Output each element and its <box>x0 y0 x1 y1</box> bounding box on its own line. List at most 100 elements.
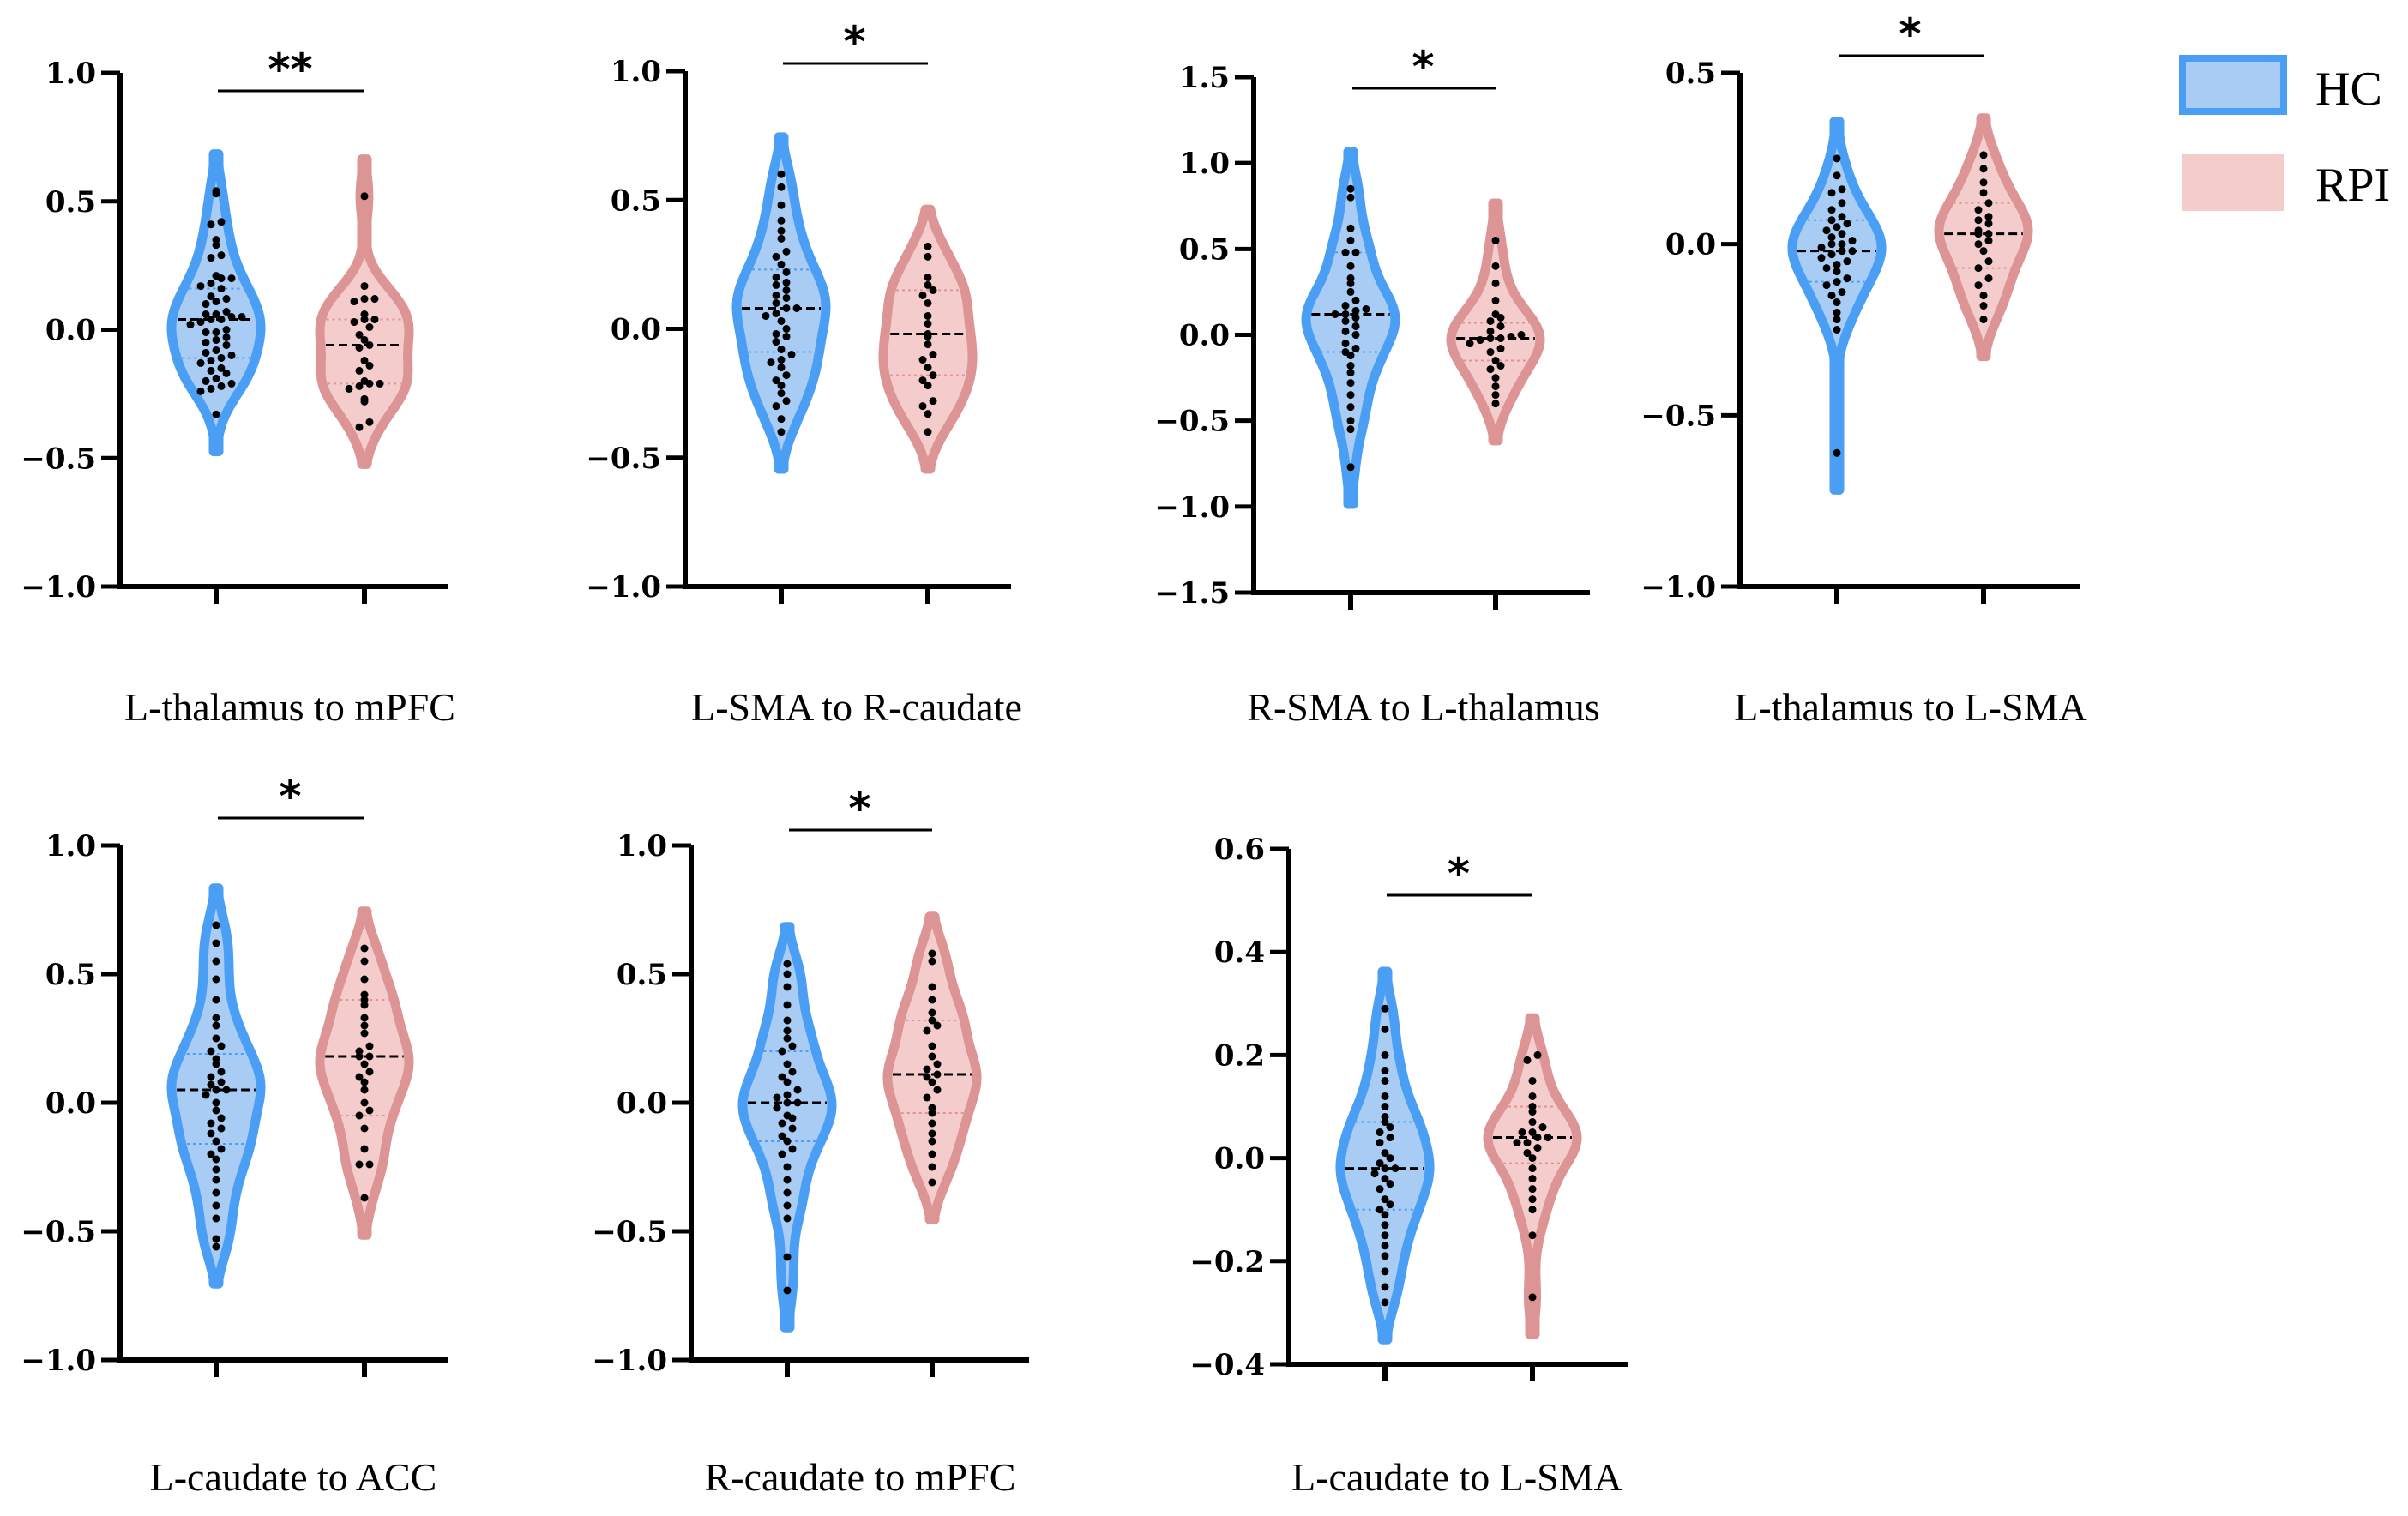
data-point <box>783 1214 792 1223</box>
data-point <box>928 1163 936 1171</box>
data-point <box>1346 224 1355 232</box>
y-tick-label: 0.0 <box>1214 1142 1265 1176</box>
data-point <box>762 311 770 320</box>
data-point <box>355 423 364 431</box>
data-point <box>783 1098 792 1107</box>
significance-label: * <box>279 772 301 821</box>
data-point <box>207 1080 215 1089</box>
data-point <box>1848 247 1857 256</box>
y-tick-label: 0.5 <box>1665 57 1716 91</box>
panel-6: −1.0 −0.5 0.0 0.5 1.0 * R-caudate to mPFC <box>592 784 1029 1499</box>
data-point <box>1528 1175 1537 1183</box>
data-point <box>370 295 379 304</box>
violin-body-hc <box>731 132 831 474</box>
data-point <box>924 319 932 328</box>
data-point <box>929 286 937 294</box>
data-point <box>1381 1211 1389 1219</box>
data-point <box>1533 1144 1542 1152</box>
data-point <box>1351 331 1360 339</box>
data-point <box>1370 1170 1379 1178</box>
data-point <box>1979 165 1988 173</box>
data-point <box>1528 1092 1537 1100</box>
data-point <box>1979 302 1988 310</box>
data-point <box>924 364 932 372</box>
data-point <box>782 304 791 312</box>
data-point <box>783 1001 792 1009</box>
data-point <box>1466 340 1474 348</box>
legend-item-hc: HC <box>2179 55 2382 116</box>
data-point <box>928 1008 936 1017</box>
data-point <box>1827 240 1836 249</box>
violin-rpi <box>878 204 978 474</box>
data-point <box>212 335 220 344</box>
data-point <box>928 1042 936 1050</box>
data-point <box>1838 247 1846 256</box>
data-point <box>212 1214 220 1223</box>
y-tick-label: −0.2 <box>1189 1245 1265 1279</box>
data-point <box>1833 223 1841 232</box>
data-point <box>202 328 210 336</box>
data-point <box>777 201 786 209</box>
data-point <box>212 957 220 966</box>
data-point <box>1381 1092 1389 1100</box>
data-point <box>202 376 210 385</box>
data-point <box>1817 254 1826 262</box>
data-point <box>212 939 220 948</box>
panel-4: −1.0 −0.5 0.0 0.5 * L-thalamus to L-SMA <box>1640 9 2086 729</box>
y-tick-label: −1.0 <box>1640 570 1716 605</box>
data-point <box>928 1150 936 1158</box>
data-point <box>196 318 205 327</box>
violin-rpi <box>315 154 414 469</box>
data-point <box>933 1060 942 1068</box>
data-point <box>777 226 786 235</box>
data-point <box>1984 220 1993 228</box>
data-point <box>928 949 936 958</box>
legend-item-rpi: RPI <box>2182 154 2390 212</box>
data-point <box>350 318 358 327</box>
data-point <box>1491 400 1500 408</box>
data-point <box>924 252 932 261</box>
data-point <box>212 410 220 418</box>
data-point <box>1381 1149 1389 1158</box>
data-point <box>365 418 374 426</box>
data-point <box>928 957 936 966</box>
data-point <box>212 310 220 319</box>
y-tick-label: −1.0 <box>1154 490 1230 525</box>
data-point <box>1346 279 1355 287</box>
data-point <box>1491 374 1500 382</box>
data-point <box>1827 189 1836 197</box>
data-point <box>1496 362 1505 370</box>
panel-1: −1.0 −0.5 0.0 0.5 1.0 ** L-thalamus to mPFC <box>21 45 455 729</box>
data-point <box>1381 1252 1389 1260</box>
data-point <box>365 1068 374 1076</box>
data-point <box>1476 336 1484 345</box>
data-point <box>207 220 215 229</box>
data-point <box>355 382 364 390</box>
data-point <box>1381 1164 1389 1173</box>
y-tick-label: −0.5 <box>1154 405 1230 439</box>
data-point <box>928 1178 936 1187</box>
y-tick-label: −0.5 <box>21 1215 96 1249</box>
panel-7: −0.4 −0.2 0.0 0.2 0.4 0.6 * L-caudate to L-SMA <box>1189 833 1628 1499</box>
data-point <box>1496 345 1505 353</box>
data-point <box>207 1150 215 1158</box>
data-point <box>1833 448 1841 457</box>
data-point <box>1538 1123 1547 1132</box>
data-point <box>212 921 220 929</box>
data-point <box>238 313 246 322</box>
data-point <box>1528 1108 1537 1116</box>
data-point <box>1827 216 1836 225</box>
data-point <box>1838 288 1846 297</box>
y-tick-label: 0.5 <box>45 185 96 220</box>
data-point <box>1346 379 1355 388</box>
data-point <box>207 1119 215 1128</box>
panel-2: −1.0 −0.5 0.0 0.5 1.0 * L-SMA to R-caudate <box>586 17 1022 729</box>
data-point <box>212 298 220 306</box>
data-point <box>924 311 932 320</box>
data-point <box>933 1021 942 1030</box>
data-point <box>1491 262 1500 270</box>
y-tick-label: 0.0 <box>1179 319 1230 353</box>
data-point <box>1491 382 1500 391</box>
data-point <box>207 1129 215 1138</box>
significance-label: * <box>1448 849 1470 899</box>
